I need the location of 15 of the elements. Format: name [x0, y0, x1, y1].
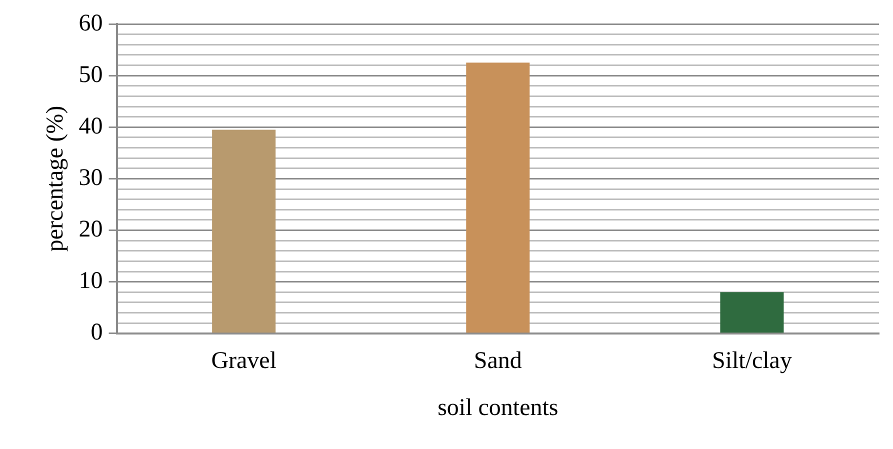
bar	[720, 292, 784, 333]
y-tick-label: 0	[90, 320, 103, 346]
y-tick-label: 60	[78, 10, 103, 36]
x-tick-label: Sand	[474, 348, 522, 374]
y-tick-label: 10	[78, 268, 103, 294]
y-tick-label: 30	[78, 164, 103, 191]
y-tick-label: 40	[78, 113, 103, 140]
y-tick-label: 20	[78, 216, 103, 243]
x-axis-title: soil contents	[438, 394, 558, 421]
bar	[466, 62, 530, 333]
y-axis-title: percentage (%)	[42, 106, 69, 252]
x-tick-label: Gravel	[211, 348, 277, 374]
y-tick-label: 50	[78, 62, 103, 88]
bar	[212, 130, 276, 333]
x-tick-label: Silt/clay	[712, 348, 792, 374]
